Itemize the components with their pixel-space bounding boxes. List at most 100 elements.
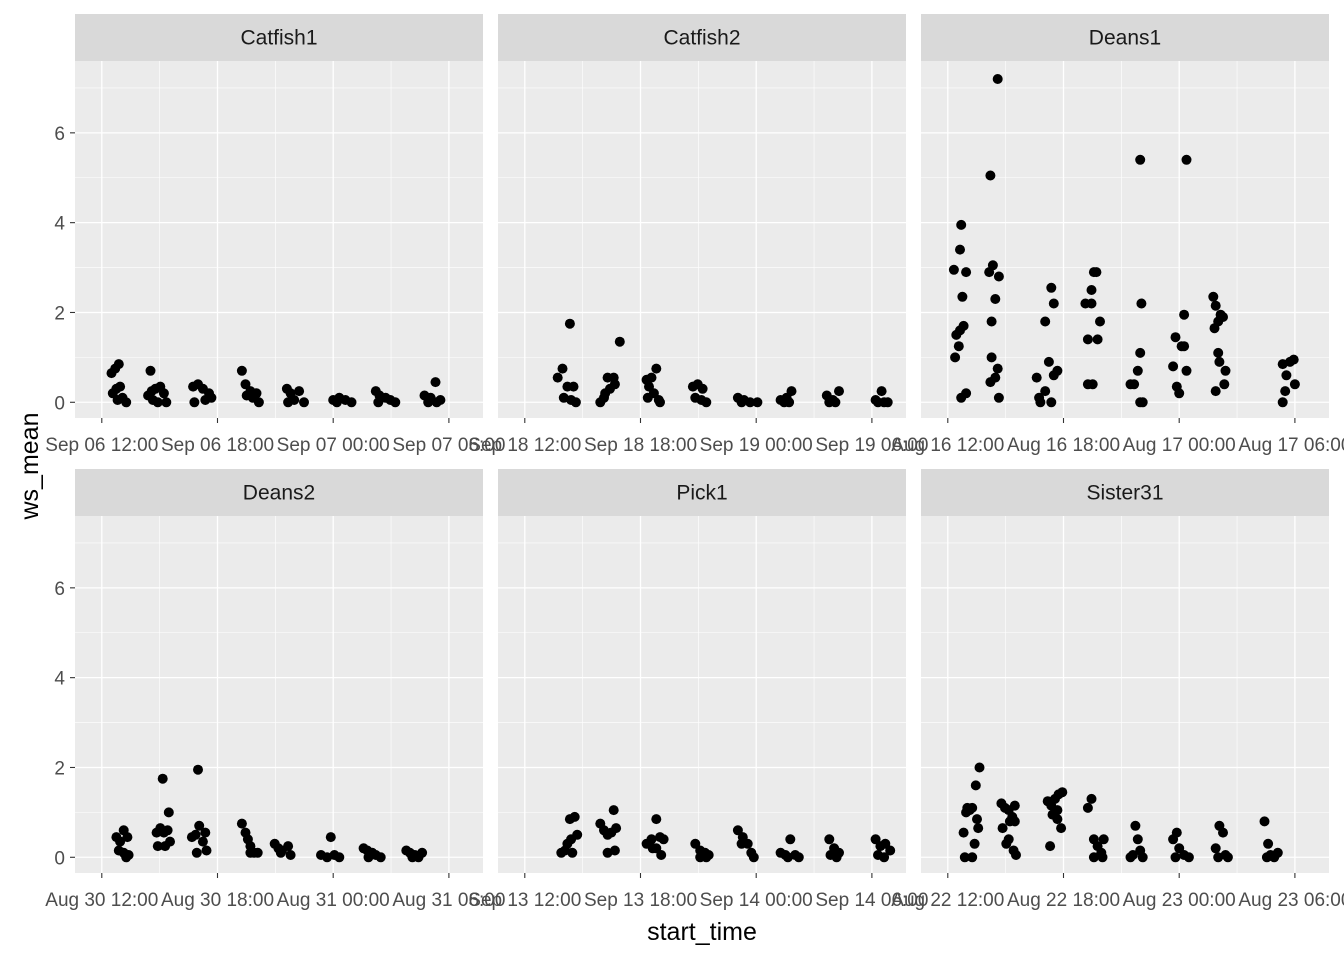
data-point <box>1086 793 1097 804</box>
x-tick-label: Aug 16 12:00 <box>891 435 1004 456</box>
data-point <box>206 392 217 403</box>
data-point <box>990 372 1001 383</box>
facet-strip-label: Pick1 <box>676 482 727 505</box>
data-point <box>252 847 263 858</box>
data-point <box>190 829 201 840</box>
facet-strip-label: Deans1 <box>1089 27 1161 50</box>
data-point <box>986 316 997 327</box>
facet-deans2: Aug 30 12:00 Aug 30 18:00 Aug 31 00:00 Aug … <box>45 469 505 911</box>
x-tick-label: Aug 17 00:00 <box>1123 435 1236 456</box>
data-point <box>1263 838 1274 849</box>
data-point <box>1281 370 1292 381</box>
data-point <box>736 838 747 849</box>
data-point <box>431 397 442 408</box>
data-point <box>950 352 961 363</box>
data-point <box>647 843 658 854</box>
data-point <box>1288 354 1299 365</box>
data-point <box>1213 347 1224 358</box>
data-point <box>614 336 625 347</box>
data-point <box>1095 316 1105 327</box>
data-point <box>701 852 712 863</box>
x-tick-label: Sep 14 06:00 <box>815 890 928 911</box>
facet-sister31: Aug 22 12:00 Aug 22 18:00 Aug 23 00:00 Aug … <box>891 469 1344 911</box>
y-tick-label: 4 <box>54 669 65 690</box>
y-tick-label: 4 <box>54 214 65 235</box>
data-point <box>969 838 980 849</box>
data-point <box>1208 291 1219 302</box>
data-point <box>121 852 132 863</box>
data-point <box>1046 282 1057 293</box>
data-point <box>646 372 657 383</box>
data-point <box>697 383 708 394</box>
data-point <box>152 841 163 852</box>
data-point <box>1034 392 1045 403</box>
data-point <box>572 829 583 840</box>
data-point <box>1210 300 1221 311</box>
data-point <box>1259 816 1270 827</box>
data-point <box>569 811 580 822</box>
data-point <box>959 852 970 863</box>
data-point <box>736 397 747 408</box>
data-point <box>1009 816 1020 827</box>
data-point <box>958 827 969 838</box>
data-point <box>245 847 256 858</box>
data-point <box>1130 820 1141 831</box>
data-point <box>973 823 984 834</box>
y-tick-label: 0 <box>54 848 65 869</box>
data-point <box>608 805 619 816</box>
data-point <box>568 381 579 392</box>
data-point <box>831 852 842 863</box>
data-point <box>1137 397 1148 408</box>
data-point <box>373 397 384 408</box>
data-point <box>283 397 294 408</box>
data-point <box>1092 334 1103 345</box>
data-point <box>1040 316 1051 327</box>
data-point <box>1219 379 1230 390</box>
data-point <box>611 823 622 834</box>
facet-catfish2: Sep 18 12:00 Sep 18 18:00 Sep 19 00:00 Sep … <box>468 14 928 456</box>
data-point <box>113 359 124 370</box>
data-point <box>974 762 985 773</box>
data-point <box>985 170 996 181</box>
data-point <box>646 834 657 845</box>
data-point <box>1091 267 1102 278</box>
y-axes: 0 2 4 6 0 2 4 6 <box>54 124 75 869</box>
x-tick-label: Aug 23 00:00 <box>1123 890 1236 911</box>
data-point <box>1209 323 1220 334</box>
data-point <box>752 397 763 408</box>
data-point <box>417 847 428 858</box>
data-point <box>1289 379 1300 390</box>
data-point <box>161 397 172 408</box>
panel-background <box>921 516 1329 873</box>
facet-catfish1: Sep 06 12:00 Sep 06 18:00 Sep 07 00:00 Sep … <box>45 14 505 456</box>
x-tick-label: Aug 23 06:00 <box>1238 890 1344 911</box>
data-point <box>955 325 965 336</box>
data-point <box>1088 852 1099 863</box>
data-point <box>879 852 890 863</box>
data-point <box>651 814 662 825</box>
data-point <box>1046 397 1057 408</box>
data-point <box>1048 298 1059 309</box>
x-tick-label: Aug 31 00:00 <box>277 890 390 911</box>
data-point <box>655 397 665 408</box>
data-point <box>793 852 804 863</box>
data-point <box>784 397 795 408</box>
data-point <box>1097 852 1108 863</box>
data-point <box>879 397 890 408</box>
facet-strip <box>498 14 906 61</box>
data-point <box>1222 852 1233 863</box>
x-tick-label: Sep 18 12:00 <box>468 435 581 456</box>
data-point <box>953 341 964 352</box>
data-point <box>1213 852 1224 863</box>
x-tick-label: Sep 06 18:00 <box>161 435 274 456</box>
data-point <box>1009 800 1020 811</box>
data-point <box>294 386 305 397</box>
data-point <box>992 74 1003 84</box>
x-tick-label: Sep 18 18:00 <box>584 435 697 456</box>
data-point <box>1181 365 1192 376</box>
data-point <box>1272 847 1283 858</box>
data-point <box>363 852 374 863</box>
data-point <box>967 852 978 863</box>
x-tick-label: Aug 22 12:00 <box>891 890 1004 911</box>
data-point <box>1168 361 1179 372</box>
